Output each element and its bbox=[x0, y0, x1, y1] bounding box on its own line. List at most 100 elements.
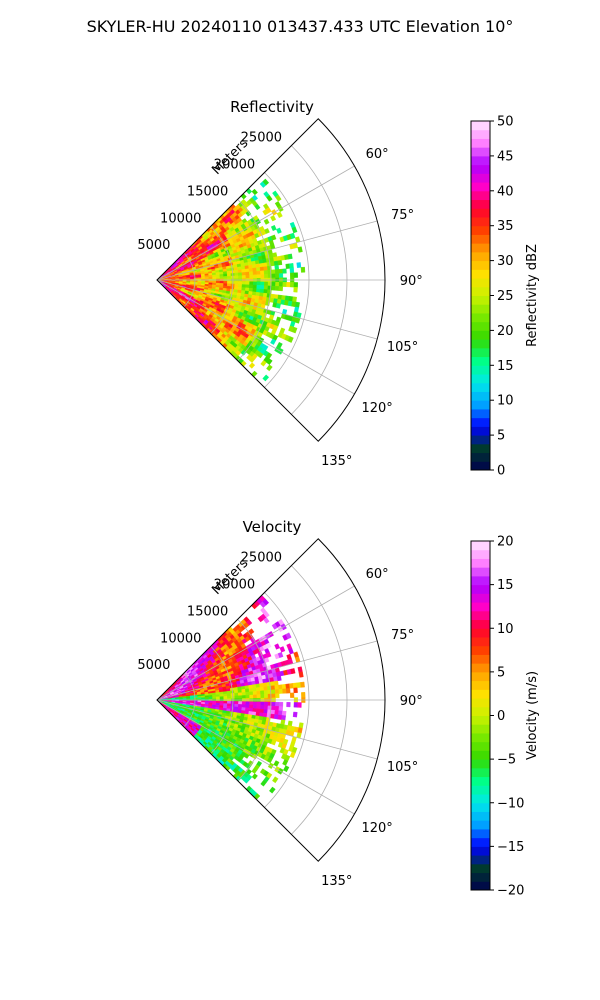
data-cell bbox=[248, 688, 254, 693]
data-cell bbox=[300, 681, 305, 688]
data-cell bbox=[263, 289, 268, 294]
colorbar-tick-label: 15 bbox=[497, 578, 514, 593]
azimuth-tick-label: 90° bbox=[400, 694, 423, 709]
data-cell bbox=[263, 690, 269, 695]
colorbar-segment bbox=[471, 190, 490, 201]
colorbar-segment bbox=[471, 872, 490, 882]
colorbar-segment bbox=[471, 828, 490, 839]
panel-title: Reflectivity bbox=[230, 98, 314, 116]
data-cell bbox=[252, 267, 257, 272]
colorbar-segment bbox=[471, 391, 490, 401]
panel-title: Velocity bbox=[243, 518, 302, 536]
data-cell bbox=[234, 695, 239, 699]
data-cell bbox=[289, 751, 296, 759]
radial-tick-label: 20000 bbox=[214, 578, 255, 593]
data-cell bbox=[249, 284, 254, 289]
data-cell bbox=[285, 632, 292, 640]
azimuth-spoke bbox=[156, 279, 355, 395]
colorbar-segment bbox=[471, 382, 490, 392]
data-cell bbox=[264, 273, 269, 279]
data-cell bbox=[241, 692, 247, 696]
azimuth-tick-label: 120° bbox=[361, 401, 392, 416]
data-cell bbox=[223, 273, 228, 277]
azimuth-spoke bbox=[156, 699, 378, 760]
data-cell bbox=[289, 267, 295, 274]
colorbar-segment bbox=[471, 286, 490, 296]
data-cell bbox=[255, 683, 261, 689]
data-cell bbox=[282, 268, 287, 274]
data-cell bbox=[201, 277, 206, 280]
colorbar-segment bbox=[471, 347, 490, 358]
radial-tick-label: 15000 bbox=[187, 184, 228, 199]
data-cell bbox=[256, 285, 261, 290]
data-cell bbox=[252, 694, 258, 699]
data-cell bbox=[264, 228, 270, 234]
data-cell bbox=[249, 691, 254, 696]
colorbar-segment bbox=[471, 776, 490, 786]
data-cell bbox=[274, 264, 280, 270]
colorbar-segment bbox=[471, 278, 490, 288]
data-cell bbox=[249, 281, 254, 286]
data-cell bbox=[269, 786, 276, 794]
data-cell bbox=[249, 704, 254, 709]
data-cell bbox=[241, 688, 246, 693]
colorbar-tick-label: −20 bbox=[497, 884, 524, 899]
data-cell bbox=[275, 303, 281, 309]
data-cell bbox=[263, 657, 270, 663]
data-cell bbox=[223, 280, 228, 284]
data-cell bbox=[263, 266, 268, 271]
data-cell bbox=[291, 226, 298, 234]
data-cell bbox=[245, 688, 250, 693]
data-cell bbox=[219, 693, 224, 697]
data-cell bbox=[271, 689, 276, 695]
colorbar-tick-label: 15 bbox=[497, 359, 514, 374]
data-cell bbox=[275, 701, 280, 707]
colorbar-segment bbox=[471, 619, 490, 629]
colorbar: −20 −15 −10 −5 0 5 10 15 20 Velocity (m/s) bbox=[470, 535, 540, 899]
data-cell bbox=[287, 253, 293, 260]
colorbar-segment bbox=[471, 234, 490, 244]
colorbar-segment bbox=[471, 121, 490, 131]
colorbar-segment bbox=[471, 759, 490, 769]
data-cell bbox=[275, 693, 280, 699]
data-cell bbox=[298, 671, 304, 678]
data-cell bbox=[241, 695, 247, 699]
data-cell bbox=[256, 690, 261, 695]
azimuth-tick-label: 75° bbox=[391, 208, 414, 223]
data-cell bbox=[298, 722, 304, 729]
data-cell bbox=[252, 687, 257, 692]
colorbar-tick-label: 20 bbox=[497, 535, 514, 550]
colorbar-segment bbox=[471, 321, 490, 331]
data-cell bbox=[208, 696, 213, 700]
data-cell bbox=[275, 281, 280, 287]
colorbar-segment bbox=[471, 741, 490, 751]
data-cell bbox=[252, 691, 258, 696]
data-cell bbox=[237, 284, 243, 288]
data-cell bbox=[201, 697, 206, 700]
data-cell bbox=[278, 706, 284, 712]
radial-tick-label: 10000 bbox=[160, 211, 201, 226]
data-cell bbox=[273, 760, 280, 767]
colorbar-segment bbox=[471, 706, 490, 716]
data-cell bbox=[263, 686, 268, 691]
data-cell bbox=[278, 684, 283, 690]
colorbar-segment bbox=[471, 461, 490, 471]
colorbar-tick-label: 10 bbox=[497, 622, 514, 637]
data-cell bbox=[278, 281, 284, 287]
data-cell bbox=[249, 271, 254, 276]
colorbar-segment bbox=[471, 225, 490, 235]
colorbar-label: Velocity (m/s) bbox=[525, 671, 540, 760]
data-cell bbox=[248, 628, 255, 635]
colorbar-segment bbox=[471, 356, 490, 366]
data-cell bbox=[251, 370, 258, 378]
data-cell bbox=[260, 274, 265, 279]
data-cell bbox=[252, 271, 258, 276]
data-cell bbox=[255, 263, 261, 269]
data-cell bbox=[227, 275, 232, 279]
data-cell bbox=[251, 684, 257, 689]
colorbar-segment bbox=[471, 443, 490, 454]
data-cell bbox=[215, 696, 221, 700]
colorbar-segment bbox=[471, 339, 490, 349]
colorbar-tick-label: −5 bbox=[497, 753, 516, 768]
reflectivity-panel: Reflectivity500010000150002000025000Mete… bbox=[137, 98, 540, 479]
